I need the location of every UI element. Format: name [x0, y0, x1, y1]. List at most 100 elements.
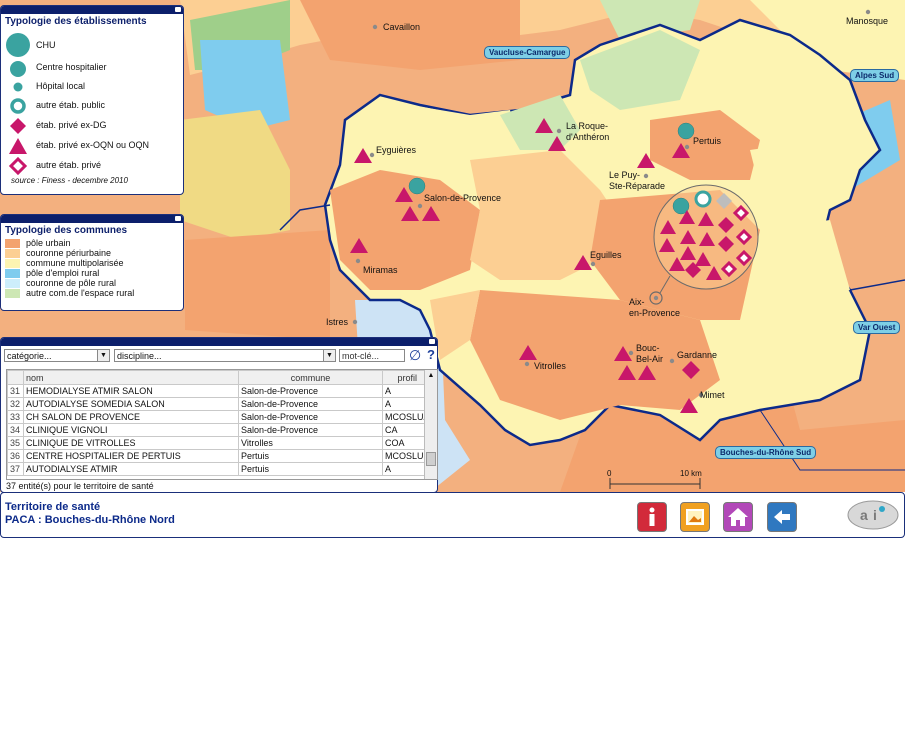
chu-icon — [6, 33, 30, 57]
discipline-select[interactable]: discipline... ▼ — [114, 349, 336, 362]
table-row[interactable]: 34 CLINIQUE VIGNOLI Salon-de-Provence CA — [7, 423, 433, 437]
col-nom-header[interactable]: nom — [23, 370, 239, 385]
categorie-value: catégorie... — [7, 351, 52, 361]
place-label: d'Anthéron — [566, 132, 610, 142]
table-row[interactable]: 35 CLINIQUE DE VITROLLES Vitrolles COA — [7, 436, 433, 450]
territory-badge[interactable]: Bouches-du-Rhône Sud — [715, 446, 817, 459]
clear-filter-icon[interactable]: ∅ — [409, 347, 422, 363]
legend-title: Typologie des établissements — [5, 16, 147, 27]
col-num-header — [7, 370, 24, 385]
row-num: 31 — [7, 384, 24, 398]
cell-commune: Pertuis — [238, 449, 383, 463]
legend-label: CHU — [36, 40, 56, 50]
cell-commune: Salon-de-Provence — [238, 384, 383, 398]
cell-nom: CLINIQUE VIGNOLI — [23, 423, 239, 437]
row-num: 36 — [7, 449, 24, 463]
cell-commune: Pertuis — [238, 462, 383, 476]
legend-swatch — [5, 269, 20, 278]
legend-row-chu: CHU — [1, 32, 183, 58]
prive-dg-icon — [10, 118, 26, 134]
row-num: 33 — [7, 410, 24, 424]
place-label: Istres — [326, 317, 349, 327]
panel-titlebar — [1, 6, 183, 14]
svg-text:i: i — [873, 507, 877, 523]
legend-communes: Typologie des communes pôle urbain couro… — [0, 214, 184, 311]
place-label: Bouc- — [636, 343, 660, 353]
cell-commune: Salon-de-Provence — [238, 397, 383, 411]
place-label: Miramas — [363, 265, 398, 275]
table-row[interactable]: 37 AUTODIALYSE ATMIR Pertuis A — [7, 462, 433, 476]
place-label: Aix- — [629, 297, 645, 307]
legend-commune-row: couronne de pôle rural — [1, 278, 183, 288]
cell-commune: Salon-de-Provence — [238, 423, 383, 437]
legend-commune-row: pôle urbain — [1, 238, 183, 248]
scroll-up-icon[interactable]: ▲ — [427, 372, 435, 379]
arrow-left-icon — [774, 510, 790, 524]
legend-label: couronne de pôle rural — [26, 278, 117, 288]
territory-badge[interactable]: Var Ouest — [853, 321, 901, 334]
keyword-placeholder: mot-clé... — [342, 351, 380, 361]
minimize-button[interactable] — [429, 339, 435, 344]
place-label: Eyguières — [376, 145, 417, 155]
info-button[interactable] — [637, 502, 667, 532]
cell-nom: CH SALON DE PROVENCE — [23, 410, 239, 424]
place-label: Manosque — [846, 16, 889, 26]
col-commune-header[interactable]: commune — [238, 370, 383, 385]
place-label: Cavaillon — [383, 22, 421, 32]
table-scrollbar[interactable]: ▲ — [424, 370, 437, 479]
table-row[interactable]: 36 CENTRE HOSPITALIER DE PERTUIS Pertuis MC… — [7, 449, 433, 463]
cell-nom: AUTODIALYSE ATMIR — [23, 462, 239, 476]
chevron-down-icon[interactable]: ▼ — [323, 350, 335, 361]
hopital-local-icon — [13, 82, 23, 92]
legend-title: Typologie des communes — [5, 225, 128, 236]
legend-label: pôle urbain — [26, 238, 71, 248]
territory-badge[interactable]: Alpes Sud — [850, 69, 900, 82]
place-label: Vitrolles — [534, 361, 566, 371]
legend-label: couronne périurbaine — [26, 248, 112, 258]
table-row[interactable]: 32 AUTODIALYSE SOMEDIA SALON Salon-de-Prov… — [7, 397, 433, 411]
back-button[interactable] — [767, 502, 797, 532]
row-num: 34 — [7, 423, 24, 437]
cell-commune: Salon-de-Provence — [238, 410, 383, 424]
scale-end: 10 km — [680, 469, 702, 478]
place-label: Mimet — [700, 390, 725, 400]
legend-label: autre étab. public — [36, 100, 106, 110]
table-status: 37 entité(s) pour le territoire de santé — [6, 481, 154, 491]
scale-start: 0 — [607, 469, 612, 478]
home-button[interactable] — [723, 502, 753, 532]
table-row[interactable]: 31 HEMODIALYSE ATMIR SALON Salon-de-Proven… — [7, 384, 433, 398]
legend-label: autre com.de l'espace rural — [26, 288, 135, 298]
scroll-thumb[interactable] — [426, 452, 436, 466]
place-label: Le Puy- — [609, 170, 641, 180]
legend-row-autre-prive: autre étab. privé — [1, 156, 183, 176]
minimize-button[interactable] — [175, 7, 181, 12]
legend-label: Centre hospitalier — [36, 62, 107, 72]
help-icon[interactable]: ? — [427, 347, 435, 362]
cell-nom: CENTRE HOSPITALIER DE PERTUIS — [23, 449, 239, 463]
keyword-input[interactable]: mot-clé... — [339, 349, 405, 362]
legend-label: autre étab. privé — [36, 160, 102, 170]
legend-row-hl: Hôpital local — [1, 78, 183, 96]
image-icon — [686, 509, 704, 525]
row-num: 37 — [7, 462, 24, 476]
territory-badge[interactable]: Vaucluse-Camargue — [484, 46, 571, 59]
legend-swatch — [5, 289, 20, 298]
legend-commune-row: autre com.de l'espace rural — [1, 288, 183, 298]
minimize-button[interactable] — [175, 216, 181, 221]
place-label: Bel-Air — [636, 354, 664, 364]
chevron-down-icon[interactable]: ▼ — [97, 350, 109, 361]
legend-swatch — [5, 279, 20, 288]
cell-nom: CLINIQUE DE VITROLLES — [23, 436, 239, 450]
autre-public-icon — [10, 98, 26, 114]
export-button[interactable] — [680, 502, 710, 532]
legend-commune-row: commune multipolarisée — [1, 258, 183, 268]
legend-communes-list: pôle urbain couronne périurbaine commune… — [1, 238, 183, 298]
place-label: Ste-Réparade — [609, 181, 666, 191]
territory-map[interactable] — [0, 0, 905, 492]
table-row[interactable]: 33 CH SALON DE PROVENCE Salon-de-Provence M… — [7, 410, 433, 424]
territory-name: PACA : Bouches-du-Rhône Nord — [5, 514, 175, 526]
svg-text:a: a — [860, 507, 868, 523]
footer-bar: Territoire de santé PACA : Bouches-du-Rh… — [0, 492, 905, 538]
categorie-select[interactable]: catégorie... ▼ — [4, 349, 110, 362]
place-label: Salon-de-Provence — [424, 193, 502, 203]
